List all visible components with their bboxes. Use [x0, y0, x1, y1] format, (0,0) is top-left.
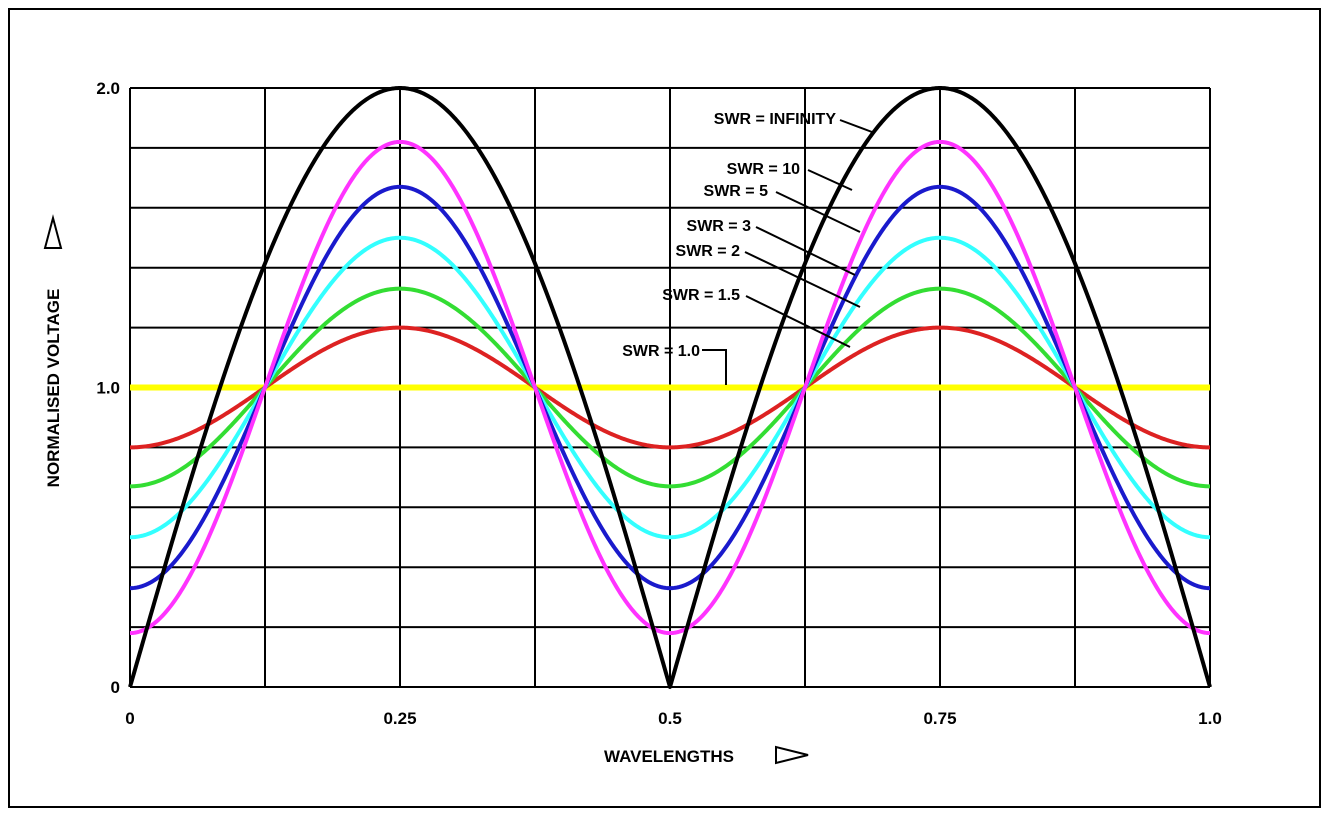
series-lines	[128, 86, 1212, 689]
y-tick-label: 2.0	[96, 79, 120, 98]
series-annotations: SWR = INFINITY SWR = 10 SWR = 5 SWR = 3 SWR …	[622, 111, 873, 385]
annotation-leader-line	[702, 349, 727, 385]
annotation-leader-line	[744, 251, 861, 308]
series-line	[128, 86, 1212, 689]
series-line	[129, 235, 1211, 540]
annotation-leader-line	[775, 191, 861, 233]
x-tick-label: 0	[125, 709, 134, 728]
tick-labels: 0 0.25 0.5 0.75 1.0 0 1.0 2.0	[96, 79, 1221, 728]
annotation-leader-line	[839, 119, 873, 133]
series-annotation-label: SWR = 10	[727, 161, 800, 178]
annotation-leader-line	[745, 295, 851, 348]
series-line	[129, 139, 1211, 636]
x-tick-label: 0.25	[383, 709, 416, 728]
series-line	[129, 286, 1211, 489]
series-annotation-label: SWR = INFINITY	[714, 111, 837, 128]
x-tick-label: 0.5	[658, 709, 682, 728]
annotation-leader-line	[755, 226, 856, 276]
y-axis-label: NORMALISED VOLTAGE	[44, 289, 63, 488]
series-annotation-label: SWR = 2	[676, 243, 741, 260]
series-annotation-label: SWR = 1.5	[662, 287, 740, 304]
y-tick-label: 1.0	[96, 379, 120, 398]
x-axis-arrow-icon	[775, 745, 809, 765]
y-axis-arrow-icon	[43, 214, 63, 249]
series-annotation-label: SWR = 5	[704, 183, 769, 200]
y-tick-label: 0	[111, 678, 120, 697]
series-line	[129, 184, 1211, 591]
series-annotation-label: SWR = 1.0	[622, 343, 700, 360]
x-axis-label: WAVELENGTHS	[604, 747, 734, 766]
annotation-leader-line	[807, 169, 853, 191]
x-tick-label: 0.75	[923, 709, 956, 728]
x-tick-label: 1.0	[1198, 709, 1222, 728]
series-line	[129, 325, 1211, 450]
series-annotation-label: SWR = 3	[687, 218, 752, 235]
